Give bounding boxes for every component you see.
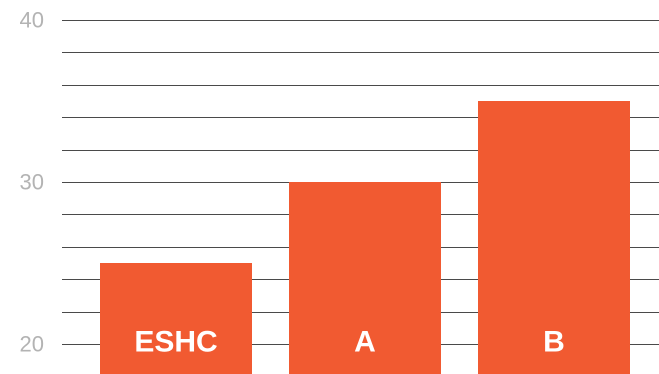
bar-label-b: B — [543, 326, 565, 359]
bar-labels: ESHC A B — [134, 326, 565, 359]
y-axis-tick-labels: 20 30 40 — [20, 8, 44, 357]
bar-label-a: A — [354, 326, 376, 359]
y-tick-label: 20 — [20, 332, 44, 357]
bars — [100, 101, 630, 374]
bar-b — [478, 101, 630, 374]
bar-label-eshc: ESHC — [134, 326, 217, 359]
bar-eshc — [100, 263, 252, 374]
y-tick-label: 40 — [20, 8, 44, 33]
y-tick-label: 30 — [20, 170, 44, 195]
bar-a — [289, 182, 441, 374]
